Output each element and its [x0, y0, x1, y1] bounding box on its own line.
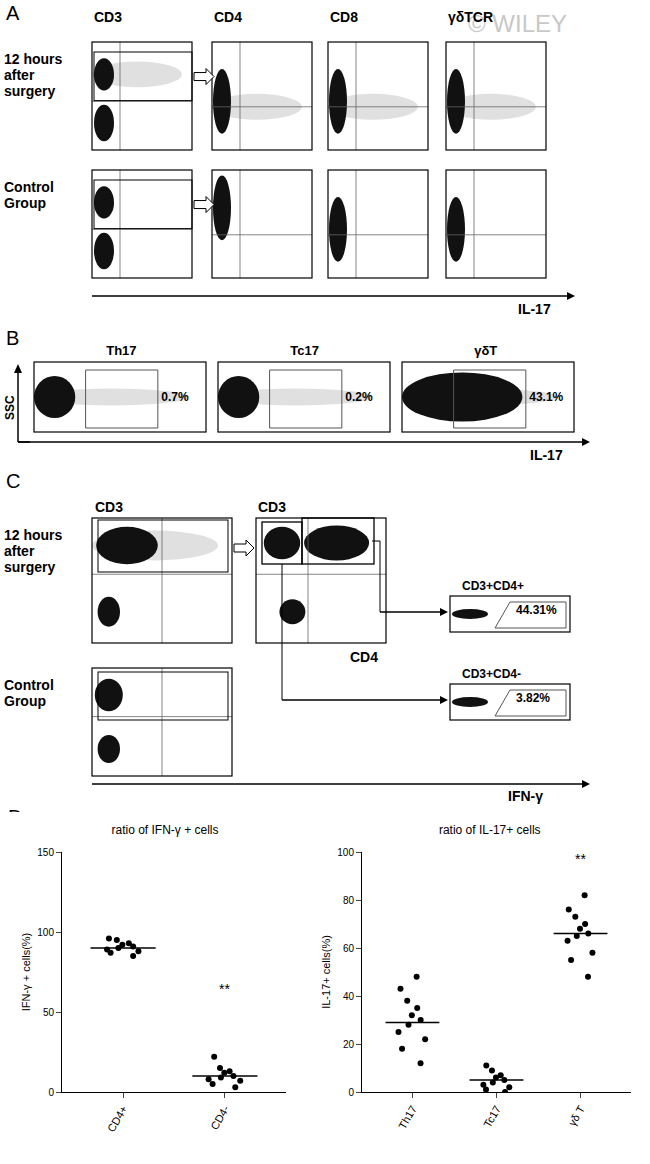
svg-text:43.1%: 43.1%	[529, 390, 563, 404]
svg-text:ratio of IFN-γ + cells: ratio of IFN-γ + cells	[111, 823, 218, 837]
svg-text:CD4: CD4	[350, 649, 378, 665]
svg-text:CD4-: CD4-	[208, 1103, 231, 1132]
svg-text:50: 50	[43, 1007, 55, 1018]
svg-text:A: A	[6, 2, 20, 24]
svg-text:Tc17: Tc17	[290, 343, 319, 358]
svg-text:SSC: SSC	[3, 395, 17, 420]
svg-text:© WILEY: © WILEY	[468, 10, 567, 37]
svg-text:0: 0	[348, 1087, 354, 1098]
svg-text:γδTCR: γδTCR	[448, 9, 493, 25]
svg-text:IL-17: IL-17	[530, 447, 563, 463]
svg-text:IL-17: IL-17	[518, 301, 551, 317]
svg-text:12 hoursaftersurgery: 12 hoursaftersurgery	[4, 527, 63, 575]
svg-text:0.7%: 0.7%	[161, 390, 189, 404]
svg-text:γδT: γδT	[474, 343, 497, 358]
svg-text:20: 20	[343, 1039, 355, 1050]
svg-text:44.31%: 44.31%	[516, 603, 557, 617]
svg-text:B: B	[6, 327, 19, 349]
svg-text:150: 150	[37, 847, 54, 858]
svg-text:40: 40	[343, 991, 355, 1002]
svg-text:IFN-γ: IFN-γ	[508, 788, 543, 804]
svg-text:CD3: CD3	[94, 9, 122, 25]
svg-text:CD3: CD3	[95, 499, 123, 515]
svg-text:IFN-γ + cells(%): IFN-γ + cells(%)	[20, 933, 32, 1012]
svg-text:60: 60	[343, 943, 355, 954]
svg-text:ControlGroup: ControlGroup	[4, 677, 54, 709]
svg-text:CD3+CD4+: CD3+CD4+	[462, 579, 524, 593]
svg-text:0.2%: 0.2%	[345, 390, 373, 404]
svg-text:CD8: CD8	[330, 9, 358, 25]
html-text:D: D	[8, 806, 23, 828]
svg-text:ratio of IL-17+ cells: ratio of IL-17+ cells	[439, 823, 541, 837]
svg-text:CD4+: CD4+	[105, 1103, 130, 1134]
svg-text:100: 100	[37, 927, 54, 938]
svg-text:CD3: CD3	[258, 499, 286, 515]
svg-text:80: 80	[343, 895, 355, 906]
svg-text:C: C	[6, 470, 20, 492]
svg-text:CD4: CD4	[214, 9, 242, 25]
svg-text:0: 0	[48, 1087, 54, 1098]
svg-text:Th17: Th17	[396, 1103, 419, 1131]
svg-text:100: 100	[337, 847, 354, 858]
svg-text:CD3+CD4-: CD3+CD4-	[462, 667, 521, 681]
svg-text:γδ T: γδ T	[566, 1103, 587, 1128]
svg-text:**: **	[219, 981, 230, 997]
svg-text:IL-17+ cells(%): IL-17+ cells(%)	[320, 935, 332, 1009]
svg-text:Tc17: Tc17	[481, 1103, 503, 1129]
svg-text:12 hoursaftersurgery: 12 hoursaftersurgery	[4, 51, 63, 99]
svg-text:**: **	[575, 851, 586, 867]
svg-text:ControlGroup: ControlGroup	[4, 179, 54, 211]
svg-text:3.82%: 3.82%	[516, 691, 550, 705]
svg-text:Th17: Th17	[106, 343, 136, 358]
